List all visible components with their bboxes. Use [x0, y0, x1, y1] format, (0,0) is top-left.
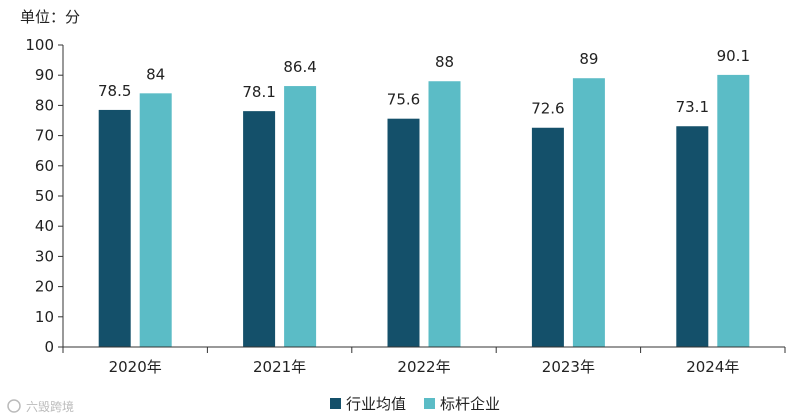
- y-tick-label: 100: [25, 36, 54, 54]
- y-tick-label: 60: [35, 157, 54, 175]
- bar-industry-avg: [531, 127, 564, 347]
- watermark-logo-icon: [7, 399, 21, 413]
- y-tick-label: 10: [35, 308, 54, 326]
- x-category-label: 2022年: [397, 358, 450, 376]
- data-label: 78.1: [242, 83, 275, 101]
- x-category-label: 2020年: [109, 358, 162, 376]
- legend-swatch: [330, 398, 341, 409]
- x-category-label: 2023年: [542, 358, 595, 376]
- y-tick-label: 80: [35, 96, 54, 114]
- y-axis: 0 10 20 30 40 50 60 70 80 90 100: [25, 36, 64, 356]
- bar-industry-avg: [243, 111, 276, 347]
- legend-label: 标杆企业: [440, 395, 500, 413]
- bar-benchmark: [284, 86, 317, 348]
- y-tick-label: 0: [44, 338, 54, 356]
- bars: 78.5 84 78.1 86.4 75.6 88 72.6 89 73.1 90.1: [98, 47, 750, 348]
- data-label: 75.6: [387, 91, 420, 109]
- bar-industry-avg: [98, 109, 131, 348]
- bar-benchmark: [428, 81, 461, 348]
- data-label: 90.1: [717, 47, 750, 65]
- x-category-label: 2024年: [686, 358, 739, 376]
- watermark-text: 六毁跨境: [26, 399, 74, 414]
- data-label: 78.5: [98, 82, 131, 100]
- bar-benchmark: [572, 78, 605, 347]
- bar-industry-avg: [676, 126, 709, 347]
- legend: 行业均值 标杆企业: [330, 395, 500, 413]
- legend-label: 行业均值: [346, 395, 406, 413]
- y-tick-label: 20: [35, 278, 54, 296]
- y-tick-label: 30: [35, 247, 54, 265]
- data-label: 72.6: [531, 100, 564, 118]
- bar-industry-avg: [387, 118, 420, 347]
- data-label: 89: [579, 50, 598, 68]
- watermark: 六毁跨境: [7, 399, 74, 414]
- bar-benchmark: [717, 74, 750, 347]
- legend-swatch: [424, 398, 435, 409]
- y-tick-label: 50: [35, 187, 54, 205]
- data-label: 86.4: [283, 58, 316, 76]
- data-label: 84: [146, 65, 165, 83]
- y-tick-label: 40: [35, 217, 54, 235]
- bar-benchmark: [139, 93, 172, 347]
- data-label: 88: [435, 53, 454, 71]
- x-axis: 2020年 2021年 2022年 2023年 2024年: [62, 346, 786, 376]
- y-tick-label: 70: [35, 127, 54, 145]
- data-label: 73.1: [676, 98, 709, 116]
- y-tick-label: 90: [35, 66, 54, 84]
- unit-label: 单位：分: [20, 8, 80, 26]
- x-category-label: 2021年: [253, 358, 306, 376]
